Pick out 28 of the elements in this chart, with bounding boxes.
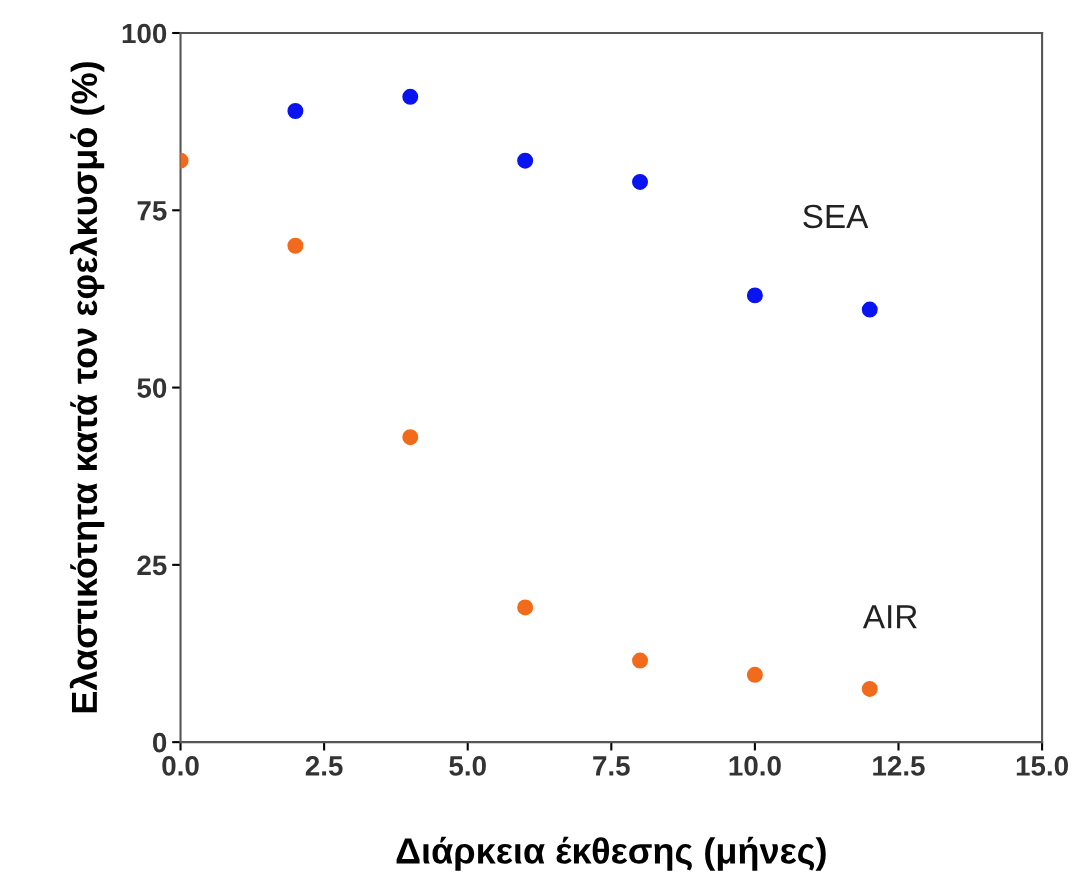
point <box>402 88 419 105</box>
y-axis-title: Ελαστικότητα κατά τον εφελκυσμό (%) <box>69 62 105 713</box>
point <box>517 599 534 616</box>
x-tick-label: 12.5 <box>873 756 925 776</box>
x-tick-label: 10.0 <box>729 756 781 776</box>
y-tick-label: 75 <box>137 201 167 221</box>
point <box>517 152 534 169</box>
point <box>861 680 878 697</box>
point <box>632 652 649 669</box>
y-tick-label: 25 <box>137 555 167 576</box>
point <box>746 287 763 304</box>
series-label: AIR <box>862 605 917 629</box>
x-tick-label: 7.5 <box>593 756 630 776</box>
point <box>746 666 763 683</box>
y-tick-label: 100 <box>122 23 167 44</box>
text: SEA <box>803 204 869 229</box>
x-axis-title: Διάρκεια έκθεσης (μήνες) <box>396 836 826 871</box>
point <box>861 301 878 318</box>
y-tick-label: 50 <box>137 378 167 398</box>
point <box>287 237 304 254</box>
point <box>287 103 304 119</box>
x-tick-label: 5.0 <box>449 756 486 776</box>
x-tick-label: 0.0 <box>162 756 199 776</box>
point <box>402 429 419 446</box>
point <box>632 173 649 190</box>
y-tick-label: 0 <box>152 732 167 753</box>
x-tick-label: 15.0 <box>1016 756 1068 776</box>
x-tick-label: 2.5 <box>305 756 343 776</box>
